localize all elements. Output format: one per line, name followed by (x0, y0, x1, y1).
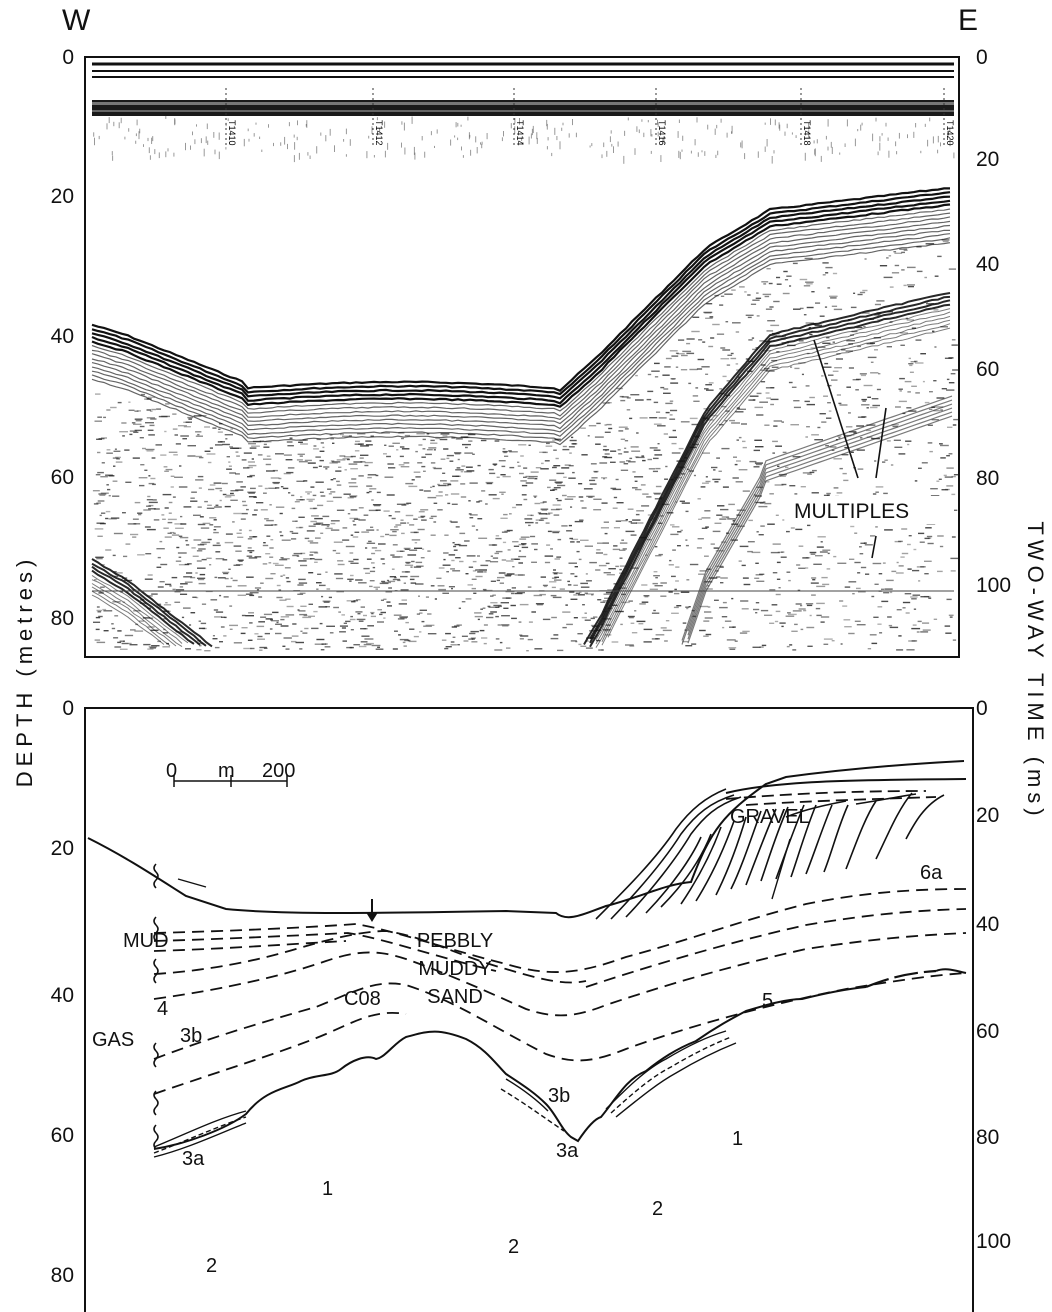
depth-tick: 40 (50, 984, 74, 1007)
depth-tick: 80 (50, 607, 74, 630)
unit-5-clinoforms (595, 788, 945, 920)
time-tick: 80 (976, 467, 1000, 490)
depth-tick: 20 (50, 185, 74, 208)
depth-tick: 20 (50, 837, 74, 860)
unit-4-label: 4 (157, 998, 169, 1020)
east-label: E (958, 4, 979, 37)
unit-2-label: 2 (206, 1255, 218, 1277)
seabed-line (87, 760, 965, 919)
scale-bar-start: 0 (166, 760, 178, 782)
fix-mark-label: T1416 (657, 120, 667, 146)
unit-5-leader (771, 838, 791, 900)
time-tick: 40 (976, 913, 1000, 936)
time-tick: 40 (976, 253, 1000, 276)
core-label: C08 (344, 988, 381, 1010)
gas-label: GAS (92, 1029, 135, 1051)
unit-3b-label: 3b (548, 1085, 571, 1107)
unit-1-surface (153, 986, 867, 1150)
outgoing-pulse-band (92, 62, 954, 78)
unit-5-label: 5 (762, 990, 774, 1012)
west-label: W (62, 4, 91, 37)
fix-mark-label: T1412 (374, 120, 384, 146)
unit-3a-label: 3a (556, 1140, 579, 1162)
time-tick: 100 (976, 1230, 1012, 1253)
seabed-reflector (91, 187, 951, 446)
fix-mark-label: T1414 (515, 120, 525, 146)
gravel-label: GRAVEL (730, 806, 810, 828)
time-tick: 20 (976, 804, 1000, 827)
seismic-record: T1410 T1412 T1414 T1416 T1418 T1420 MULT… (91, 62, 958, 652)
depth-tick: 80 (50, 1264, 74, 1287)
gas-markers (153, 863, 159, 1150)
unit-2-label: 2 (508, 1236, 520, 1258)
fix-mark-label: T1420 (945, 120, 955, 146)
muddy-label: MUDDY (418, 958, 492, 980)
second-multiple-reflector (681, 395, 953, 645)
unit-4-leader (177, 878, 207, 888)
multiples-pointer-lines (813, 339, 887, 559)
unit-2-label: 2 (652, 1198, 664, 1220)
scale-bar (173, 775, 288, 787)
time-axis-title: TWO-WAY TIME (ms) (1023, 521, 1048, 821)
time-tick: 100 (976, 574, 1012, 597)
time-tick: 80 (976, 1126, 1000, 1149)
unit-6a-label: 6a (920, 862, 943, 884)
scale-bar-unit: m (218, 760, 235, 782)
unit-6a-dashed-reflectors (725, 790, 937, 806)
multiples-label-backdrop (790, 496, 954, 524)
fix-mark-label: T1410 (227, 120, 237, 146)
depth-tick: 60 (50, 1124, 74, 1147)
time-tick: 0 (976, 46, 988, 69)
pebbly-label: PEBBLY (416, 930, 494, 952)
mud-label: MUD (123, 930, 169, 952)
first-multiple-reflector (91, 292, 951, 648)
depth-tick: 0 (62, 46, 74, 69)
sub-bottom-reflections (92, 239, 958, 652)
scale-bar-end: 200 (262, 760, 296, 782)
time-tick: 20 (976, 148, 1000, 171)
depth-tick: 60 (50, 466, 74, 489)
core-marker (366, 899, 378, 922)
multiples-label: MULTIPLES (794, 500, 909, 523)
unit-3b-label: 3b (180, 1025, 203, 1047)
time-tick: 60 (976, 358, 1000, 381)
interpretation-drawing (87, 760, 967, 1158)
fix-mark-label: T1418 (802, 120, 812, 146)
seismic-profile-panel: T1410 T1412 T1414 T1416 T1418 T1420 MULT… (84, 56, 960, 658)
unit-3-dashed-reflectors (153, 888, 967, 1095)
depth-tick: 40 (50, 325, 74, 348)
interpretation-panel (84, 707, 974, 1312)
sand-label: SAND (427, 986, 483, 1008)
gravel-base-line (725, 778, 967, 794)
depth-axis-title: DEPTH (metres) (12, 554, 37, 788)
unit-2-lenses (153, 1030, 737, 1158)
unit-1-label: 1 (732, 1128, 744, 1150)
depth-tick: 0 (62, 697, 74, 720)
unit-1-label: 1 (322, 1178, 334, 1200)
time-tick: 60 (976, 1020, 1000, 1043)
time-tick: 0 (976, 697, 988, 720)
unit-3a-label: 3a (182, 1148, 205, 1170)
